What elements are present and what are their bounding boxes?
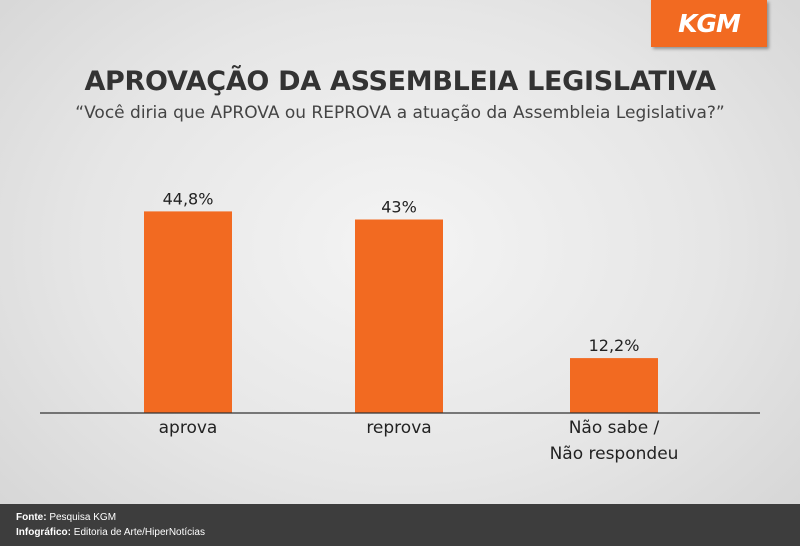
footer: Fonte: Pesquisa KGM Infográfico: Editori… [0,504,800,546]
category-label-0: aprova [159,418,218,438]
bar-chart: 44,8% aprova 43% reprova 12,2% Não sabe / Não … [40,189,760,464]
source-label: Fonte: [16,512,47,523]
credit-value: Editoria de Arte/HiperNotícias [73,527,205,538]
kgm-logo: KGM [651,0,767,47]
category-label-2-line-1: Não respondeu [550,444,679,464]
bar-1 [355,219,443,413]
bar-0 [144,211,232,413]
data-label-2: 12,2% [589,336,640,355]
chart-subtitle: “Você diria que APROVA ou REPROVA a atua… [75,103,725,123]
source-value: Pesquisa KGM [49,512,117,523]
category-label-1: reprova [366,418,431,438]
logo-text: KGM [678,9,741,38]
data-label-1: 43% [381,198,417,217]
footer-source: Fonte: Pesquisa KGM [16,510,800,525]
chart-title: APROVAÇÃO DA ASSEMBLEIA LEGISLATIVA [84,66,716,97]
data-label-0: 44,8% [163,189,214,208]
credit-label: Infográfico: [16,527,71,538]
footer-credit: Infográfico: Editoria de Arte/HiperNotíc… [16,525,800,540]
category-label-2: Não sabe / [569,418,660,438]
bar-2 [570,358,658,413]
